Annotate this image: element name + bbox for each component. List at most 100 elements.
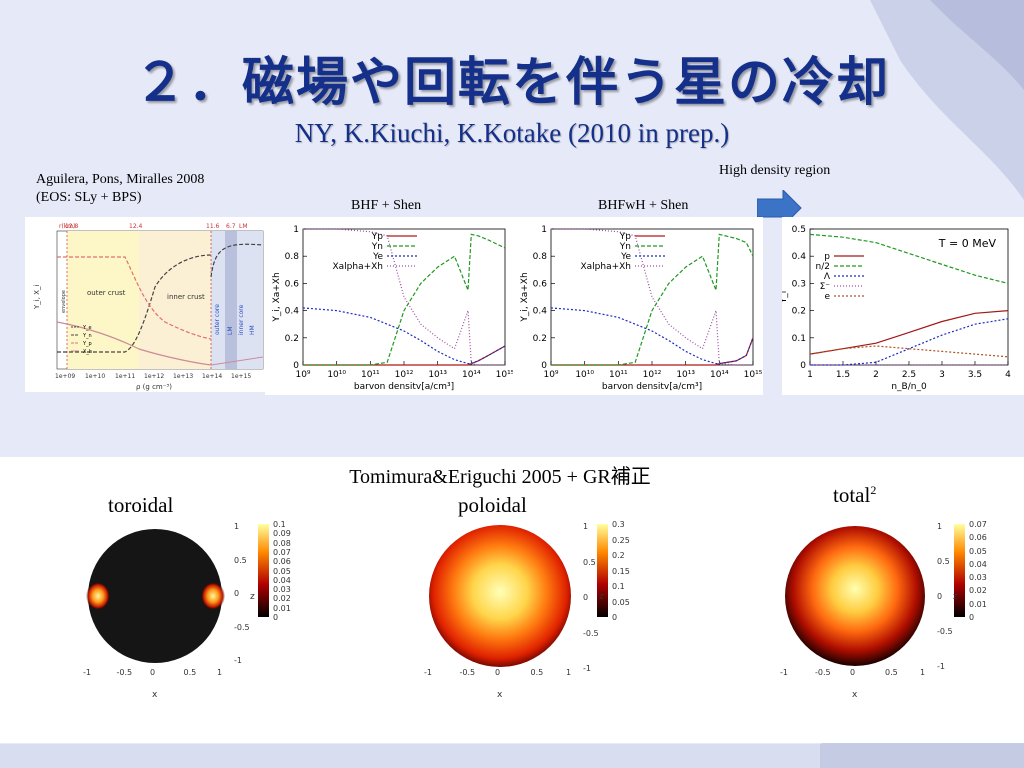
x-tick-label: 10¹¹ — [609, 370, 628, 380]
y-tick-label: 0.2 — [285, 334, 299, 344]
x-tick-label: 10¹³ — [428, 370, 447, 380]
colorbar-tick-label: 0.25 — [612, 535, 630, 545]
map-x-tick-label: 1 — [920, 668, 926, 677]
map-x-tick-label: -0.5 — [116, 668, 133, 677]
crust-legend-entry: X_h — [83, 349, 92, 355]
y-tick-label: 0 — [293, 361, 299, 371]
region-lm: LM — [227, 326, 234, 335]
map-x-tick-label: -0.5 — [815, 668, 831, 677]
map-x-tick-label: 0.5 — [530, 668, 544, 677]
legend-entry: Xalpha+Xh — [332, 262, 383, 272]
x-tick-label: 3.5 — [968, 370, 982, 380]
colorbar-tick-label: 0.03 — [273, 585, 291, 595]
series-line-Yn — [303, 233, 506, 366]
map-z-axis-label: z — [599, 592, 604, 602]
x-tick-label: 2.5 — [902, 370, 916, 380]
legend-entry: Xalpha+Xh — [580, 262, 631, 272]
legend-entry: Σ⁻ — [820, 282, 831, 292]
region-inner-core: inner core — [238, 304, 245, 335]
map-z-tick-label: 0 — [234, 589, 240, 598]
colorbar-tick-label: 0.07 — [273, 547, 291, 557]
map-x-tick-label: -0.5 — [459, 668, 476, 677]
high-density-chart: 0 0.1 0.2 0.3 0.4 0.5 1 1.5 2 2.5 3 3.5 4 n_B/n_0 Y_i p… — [779, 225, 1011, 392]
total-label: total2 — [833, 483, 876, 508]
crust-xtick: 1e+14 — [202, 373, 222, 380]
legend-entry: Ye — [372, 252, 383, 262]
crust-legend-entry: Y_e — [82, 325, 92, 331]
crust-xtick: 1e+13 — [173, 373, 193, 380]
region-outer-crust: outer crust — [87, 289, 126, 297]
colorbar-tick-label: 0.3 — [612, 520, 625, 529]
legend-entry: Λ — [824, 272, 831, 282]
map-x-tick-label: -1 — [780, 668, 788, 677]
envelope-label: envelope — [61, 290, 67, 313]
crust-top-axis-label: r(km) — [59, 223, 75, 230]
colorbar-tick-label: 0 — [612, 613, 618, 622]
y-tick-label: 1 — [293, 225, 299, 235]
y-tick-label: 0.4 — [285, 307, 300, 317]
x-tick-label: 10¹¹ — [361, 370, 380, 380]
legend-entry: Yn — [371, 242, 383, 252]
y-tick-label: 0 — [800, 361, 806, 371]
plot-frame — [302, 228, 506, 366]
crust-caption-line2: (EOS: SLy + BPS) — [36, 190, 142, 205]
legend-entry: Ye — [620, 252, 631, 262]
map-z-tick-label: 0 — [583, 593, 589, 602]
colorbar-tick-label: 0 — [969, 613, 975, 622]
region-hm: HM — [249, 325, 256, 335]
bhfwh-chart: 0 0.2 0.4 0.6 0.8 1 10⁹ 10¹⁰ 10¹¹ 10¹² 10¹³ 10¹⁴ 10¹… — [520, 225, 763, 392]
crust-xtick: 1e+12 — [144, 373, 164, 380]
colorbar-tick-label: 0.03 — [969, 573, 987, 583]
x-tick-label: 10¹⁵ — [744, 370, 763, 380]
series-line-e — [809, 345, 1009, 358]
crust-legend-entry: Y_n — [82, 333, 92, 339]
y-tick-label: 0.5 — [792, 225, 806, 235]
map-z-tick-label: 1 — [937, 522, 943, 531]
plot-frame — [809, 228, 1009, 366]
x-tick-label: 2 — [873, 370, 879, 380]
y-tick-label: 0.6 — [533, 279, 548, 289]
colorbar-tick-label: 0.01 — [273, 603, 291, 613]
map-z-tick-label: -0.5 — [583, 628, 599, 638]
x-tick-label: 10¹² — [395, 370, 414, 380]
colorbar-tick-label: 0 — [273, 613, 279, 622]
map-z-tick-label: -1 — [234, 656, 242, 665]
map-z-tick-label: 0.5 — [583, 557, 596, 567]
colorbar-tick-label: 0.06 — [273, 557, 291, 567]
x-tick-label: 1.5 — [836, 370, 850, 380]
x-axis-label: barvon densitv[a/cm³] — [602, 382, 702, 392]
map-x-axis-label: x — [852, 690, 858, 700]
y-tick-label: 0.6 — [285, 279, 300, 289]
y-tick-label: 0.2 — [792, 307, 806, 317]
y-tick-label: 0.4 — [792, 252, 807, 262]
poloidal-map — [429, 524, 608, 667]
slide-subtitle: NY, K.Kiuchi, K.Kotake (2010 in prep.) — [294, 118, 730, 148]
colorbar-tick-label: 0.07 — [969, 520, 987, 529]
y-tick-label: 0.8 — [533, 252, 548, 262]
crust-xtick: 1e+09 — [55, 373, 75, 380]
y-tick-label: 1 — [541, 225, 547, 235]
legend-entry: Yp — [371, 232, 383, 242]
map-z-tick-label: 1 — [234, 522, 240, 531]
total-label-text: total — [833, 483, 871, 507]
colorbar-tick-label: 0.05 — [969, 546, 987, 556]
bhf-chart-panel: 0 0.2 0.4 0.6 0.8 1 10⁹ 10¹⁰ 10¹¹ 10¹² 10¹³ 10¹⁴ 10¹… — [265, 217, 515, 395]
series-line-Ye — [302, 307, 506, 365]
x-tick-label: 3 — [939, 370, 945, 380]
chart-annotation: T = 0 MeV — [938, 237, 997, 250]
map-z-tick-label: 0.5 — [937, 557, 950, 566]
bhfwh-caption: BHFwH + Shen — [598, 198, 689, 213]
colorbar-tick-label: 0.02 — [969, 586, 987, 596]
crust-caption-line1: Aguilera, Pons, Miralles 2008 — [36, 172, 205, 187]
colorbar-tick-label: 0.1 — [273, 520, 286, 529]
y-axis-label: Y_i, Xa+Xh — [272, 272, 282, 322]
x-axis-label: n_B/n_0 — [891, 382, 927, 392]
colorbar-tick-label: 0.04 — [969, 559, 987, 569]
y-axis-label: Y_i — [782, 291, 789, 305]
map-z-axis-label: z — [953, 592, 958, 602]
crust-top-tick: 12.8 — [65, 223, 79, 230]
map-x-tick-label: 0 — [495, 668, 501, 677]
crust-xtick: 1e+11 — [115, 373, 135, 380]
map-z-tick-label: -0.5 — [937, 627, 953, 636]
y-axis-label: Y_i, Xa+Xh — [520, 272, 530, 322]
